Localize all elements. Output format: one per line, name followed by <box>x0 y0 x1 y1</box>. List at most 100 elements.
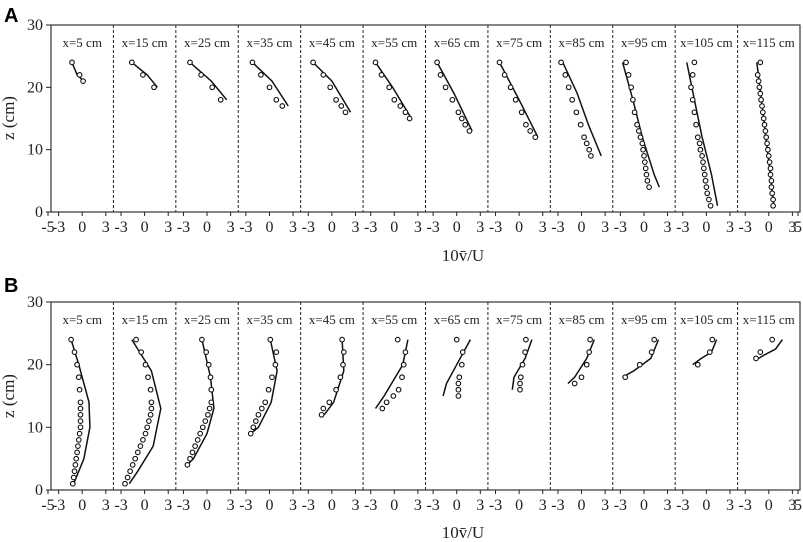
observation-point <box>644 177 651 184</box>
observation-point <box>581 134 587 141</box>
x-tick-label: -3 <box>739 219 752 236</box>
observation-point <box>145 374 151 381</box>
x-tick-label: 0 <box>265 497 273 514</box>
observation-point <box>517 380 523 387</box>
observation-point <box>768 184 775 190</box>
observation-point <box>69 59 75 66</box>
observation-point <box>519 361 526 368</box>
observation-point <box>709 336 716 343</box>
observation-point <box>769 336 776 343</box>
observation-point <box>76 430 83 437</box>
observation-point <box>760 115 767 122</box>
observation-point <box>586 349 593 355</box>
observation-point <box>757 59 764 66</box>
x-tick-label: 3 <box>227 219 235 236</box>
x-tick-label: -3 <box>676 497 689 514</box>
observation-point <box>70 474 77 481</box>
y-tick-label: 10 <box>27 142 43 159</box>
subplot-title: x=45 cm <box>309 35 355 50</box>
observation-point <box>68 336 74 343</box>
x-tick-label: -3 <box>551 219 564 236</box>
observation-point <box>132 455 139 462</box>
observation-point <box>769 190 776 197</box>
observation-point <box>142 430 149 437</box>
subplot-title: x=55 cm <box>371 312 417 327</box>
observation-point <box>583 361 590 368</box>
subplot-title: x=85 cm <box>559 35 605 50</box>
observation-point <box>622 374 629 381</box>
observation-point <box>147 411 154 418</box>
subplot-title: x=5 cm <box>62 35 101 50</box>
model-curve <box>128 339 162 485</box>
subplot-title: x=75 cm <box>496 35 542 50</box>
observation-point <box>765 153 772 159</box>
observation-point <box>697 146 704 153</box>
observation-point <box>517 386 523 393</box>
plot-frame <box>50 301 801 491</box>
observation-point <box>763 134 770 141</box>
observation-point <box>402 349 409 355</box>
x-tick-label: 0 <box>390 219 398 236</box>
x-tick-label: 0 <box>203 219 211 236</box>
x-tick-label: -3 <box>364 497 377 514</box>
observation-point <box>202 418 209 424</box>
observation-point <box>206 405 213 412</box>
x-tick-label: 0 <box>453 219 461 236</box>
x-tick-label: -3 <box>426 219 439 236</box>
observation-point <box>583 140 590 147</box>
observation-point <box>691 109 698 116</box>
x-tick-label: -3 <box>52 219 65 236</box>
observation-point <box>639 140 646 147</box>
observation-point <box>205 411 211 418</box>
observation-point <box>573 109 580 116</box>
model-curve <box>374 61 413 119</box>
observation-point <box>203 349 210 355</box>
observation-point <box>266 84 273 91</box>
observation-point <box>646 184 652 190</box>
observation-point <box>310 59 316 66</box>
observation-point <box>339 336 345 343</box>
x-tick-label: -3 <box>614 219 627 236</box>
x-tick-label: 3 <box>788 219 796 236</box>
observation-point <box>148 405 155 412</box>
x-tick-label: 3 <box>539 497 547 514</box>
subplot-title: x=25 cm <box>184 35 230 50</box>
y-tick-label: 30 <box>27 17 43 34</box>
x-tick-label: -3 <box>739 497 752 514</box>
x-tick-label: 0 <box>765 497 773 514</box>
observation-point <box>192 443 198 449</box>
subplot-title: x=95 cm <box>621 35 667 50</box>
observation-point <box>449 96 456 103</box>
observation-point <box>272 361 279 368</box>
observation-point <box>527 128 534 134</box>
y-tick-label: 10 <box>27 419 43 436</box>
subplot-title: x=65 cm <box>434 312 480 327</box>
observation-point <box>199 424 206 431</box>
observation-point <box>207 374 214 381</box>
observation-point <box>208 399 215 406</box>
subplot-title: x=115 cm <box>743 35 795 50</box>
subplot-title: x=55 cm <box>371 35 417 50</box>
observation-point <box>76 386 83 393</box>
x-tick-label: 0 <box>328 219 336 236</box>
observation-point <box>77 399 84 406</box>
x-tick-label: 0 <box>390 497 398 514</box>
observation-point <box>456 374 463 381</box>
observation-point <box>701 171 708 178</box>
x-tick-label: 0 <box>765 219 773 236</box>
observation-point <box>704 190 711 197</box>
observation-point <box>571 380 578 387</box>
observation-point <box>80 78 86 84</box>
observation-point <box>127 468 133 475</box>
observation-point <box>333 386 339 393</box>
x-tick-label: 3 <box>227 497 235 514</box>
x-tick-label: 3 <box>414 497 422 514</box>
model-curve <box>562 62 602 157</box>
x-tick-label: -3 <box>52 497 65 514</box>
observation-point <box>641 153 647 159</box>
observation-point <box>578 374 585 381</box>
observation-point <box>342 109 349 116</box>
observation-point <box>635 128 642 134</box>
